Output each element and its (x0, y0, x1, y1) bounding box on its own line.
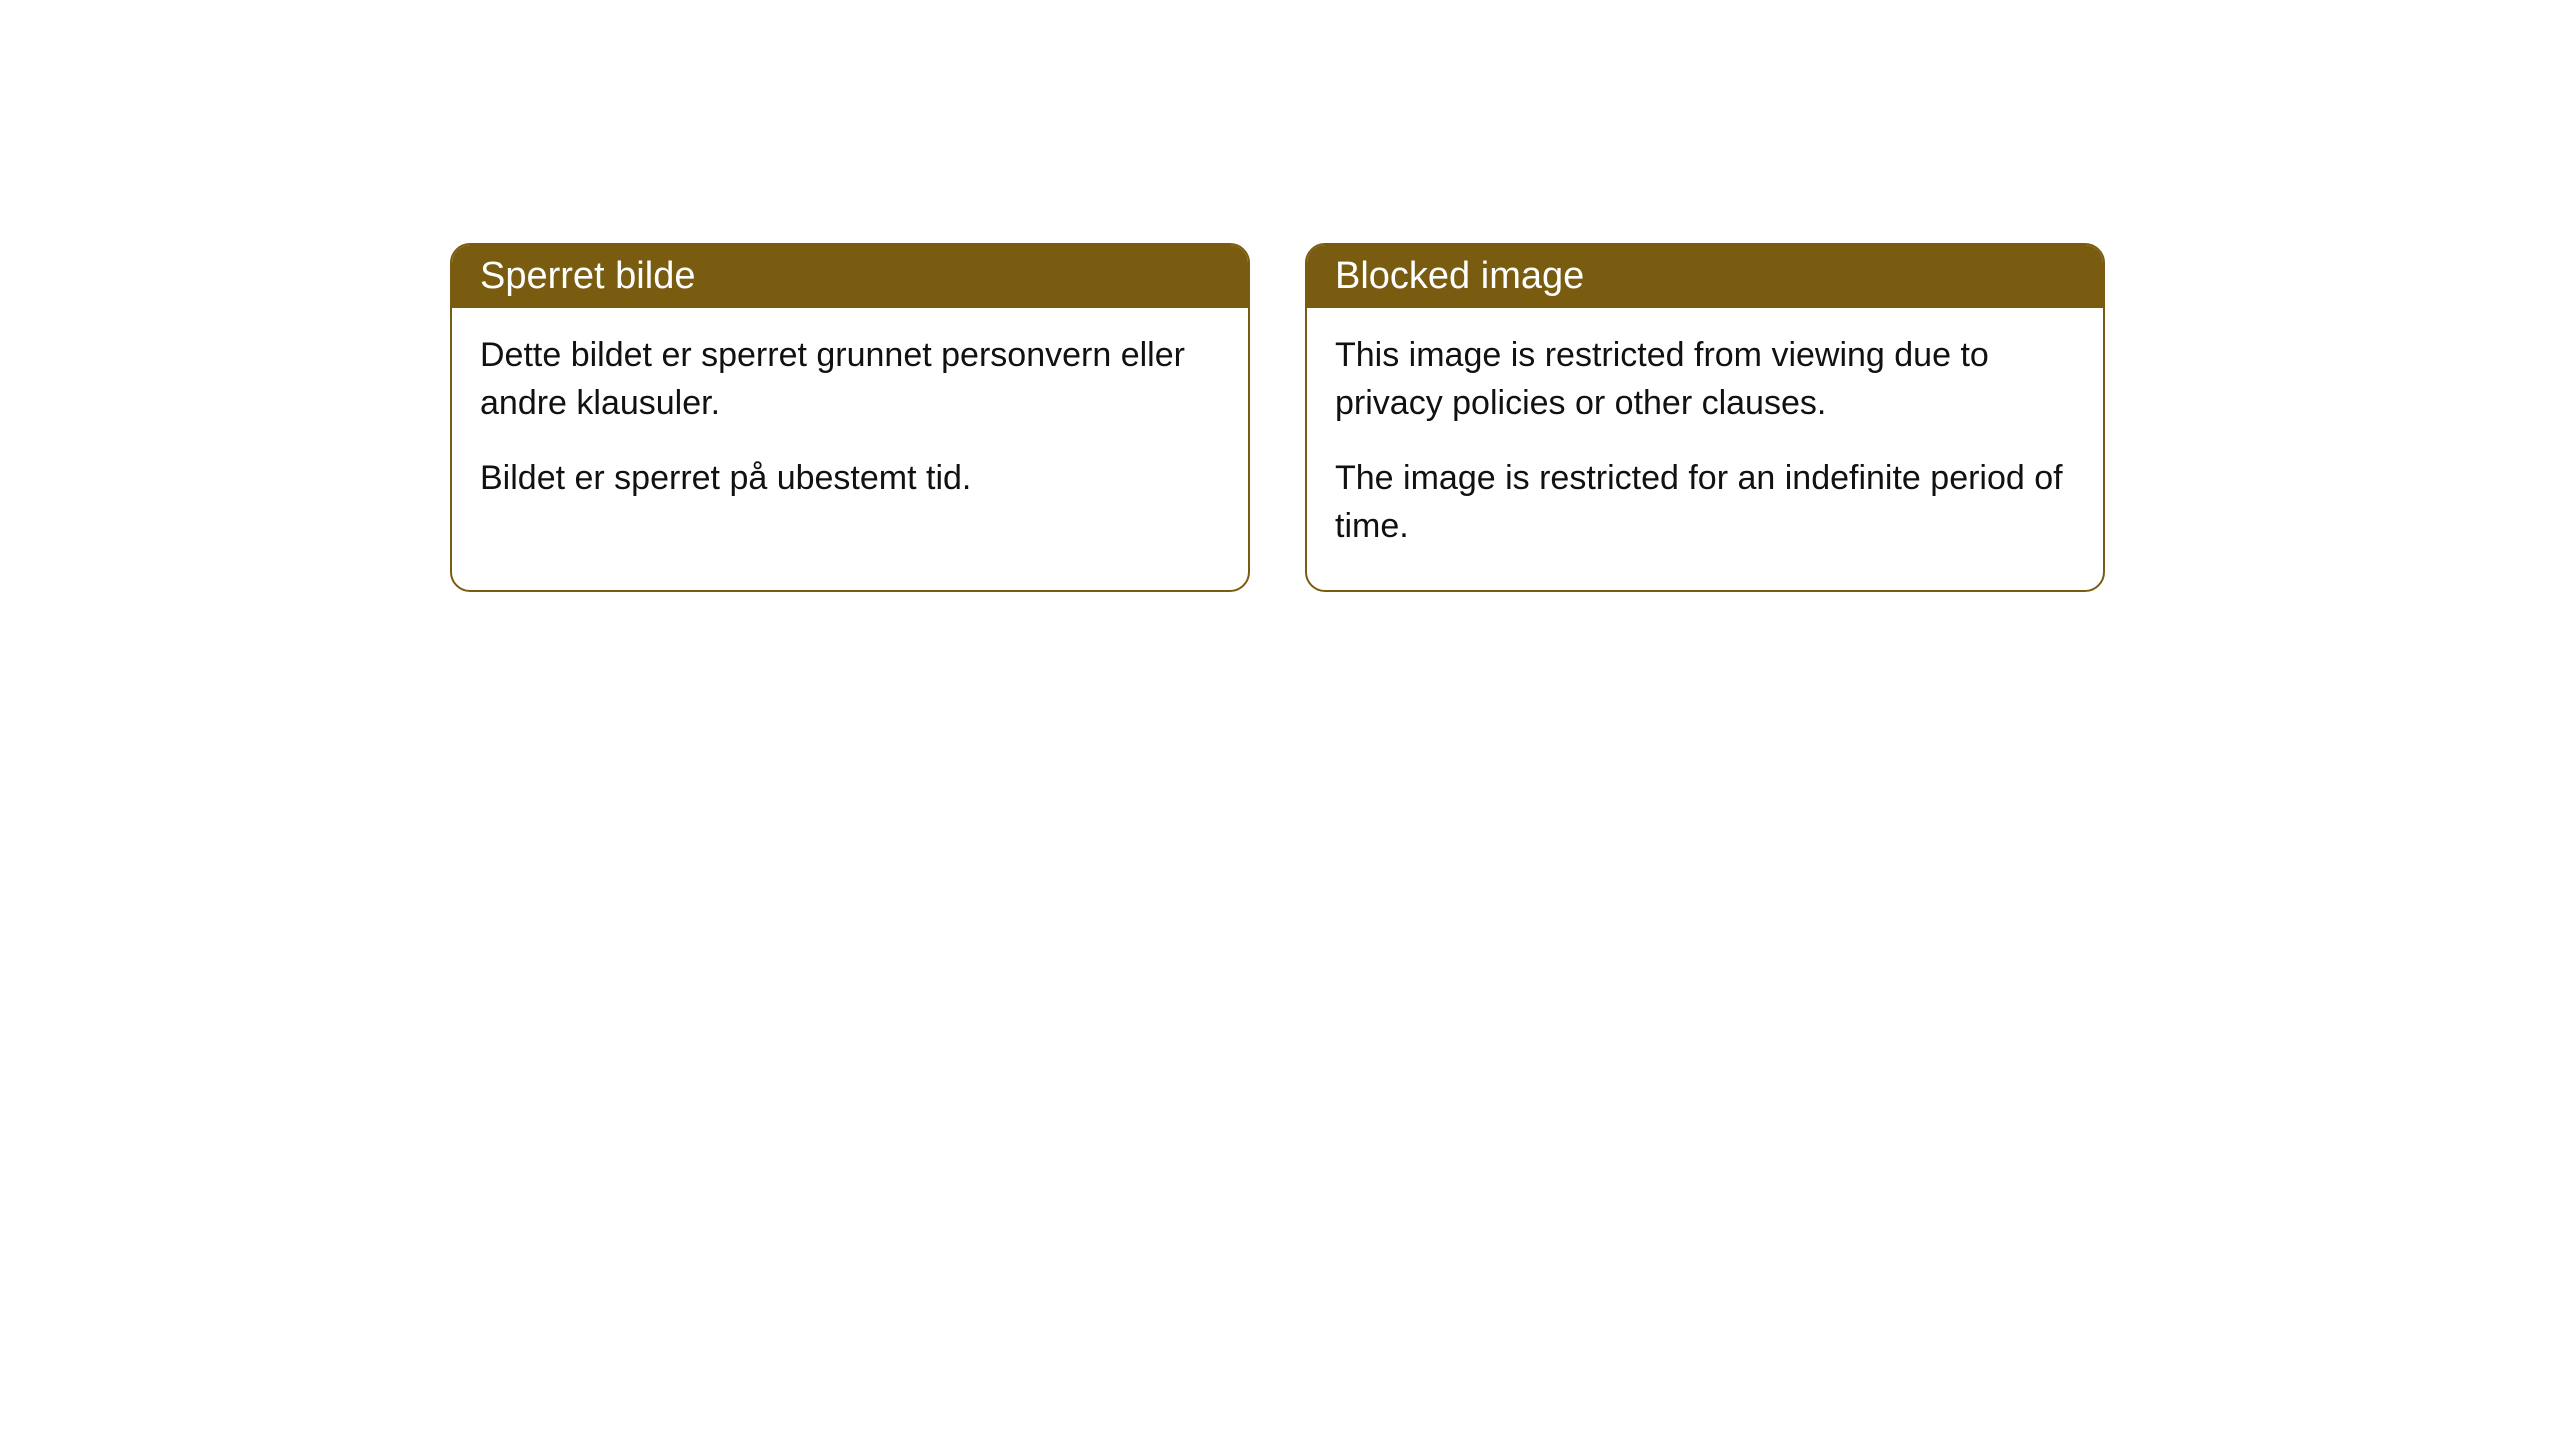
card-paragraph: This image is restricted from viewing du… (1335, 332, 2075, 427)
notice-card-norwegian: Sperret bilde Dette bildet er sperret gr… (450, 243, 1250, 592)
card-title: Sperret bilde (480, 255, 695, 297)
card-body: This image is restricted from viewing du… (1307, 308, 2103, 590)
card-header: Blocked image (1307, 245, 2103, 308)
card-title: Blocked image (1335, 255, 1584, 297)
card-body: Dette bildet er sperret grunnet personve… (452, 308, 1248, 543)
card-paragraph: Dette bildet er sperret grunnet personve… (480, 332, 1220, 427)
notice-card-english: Blocked image This image is restricted f… (1305, 243, 2105, 592)
card-paragraph: The image is restricted for an indefinit… (1335, 455, 2075, 550)
card-paragraph: Bildet er sperret på ubestemt tid. (480, 455, 1220, 503)
notice-cards-container: Sperret bilde Dette bildet er sperret gr… (450, 243, 2105, 592)
card-header: Sperret bilde (452, 245, 1248, 308)
